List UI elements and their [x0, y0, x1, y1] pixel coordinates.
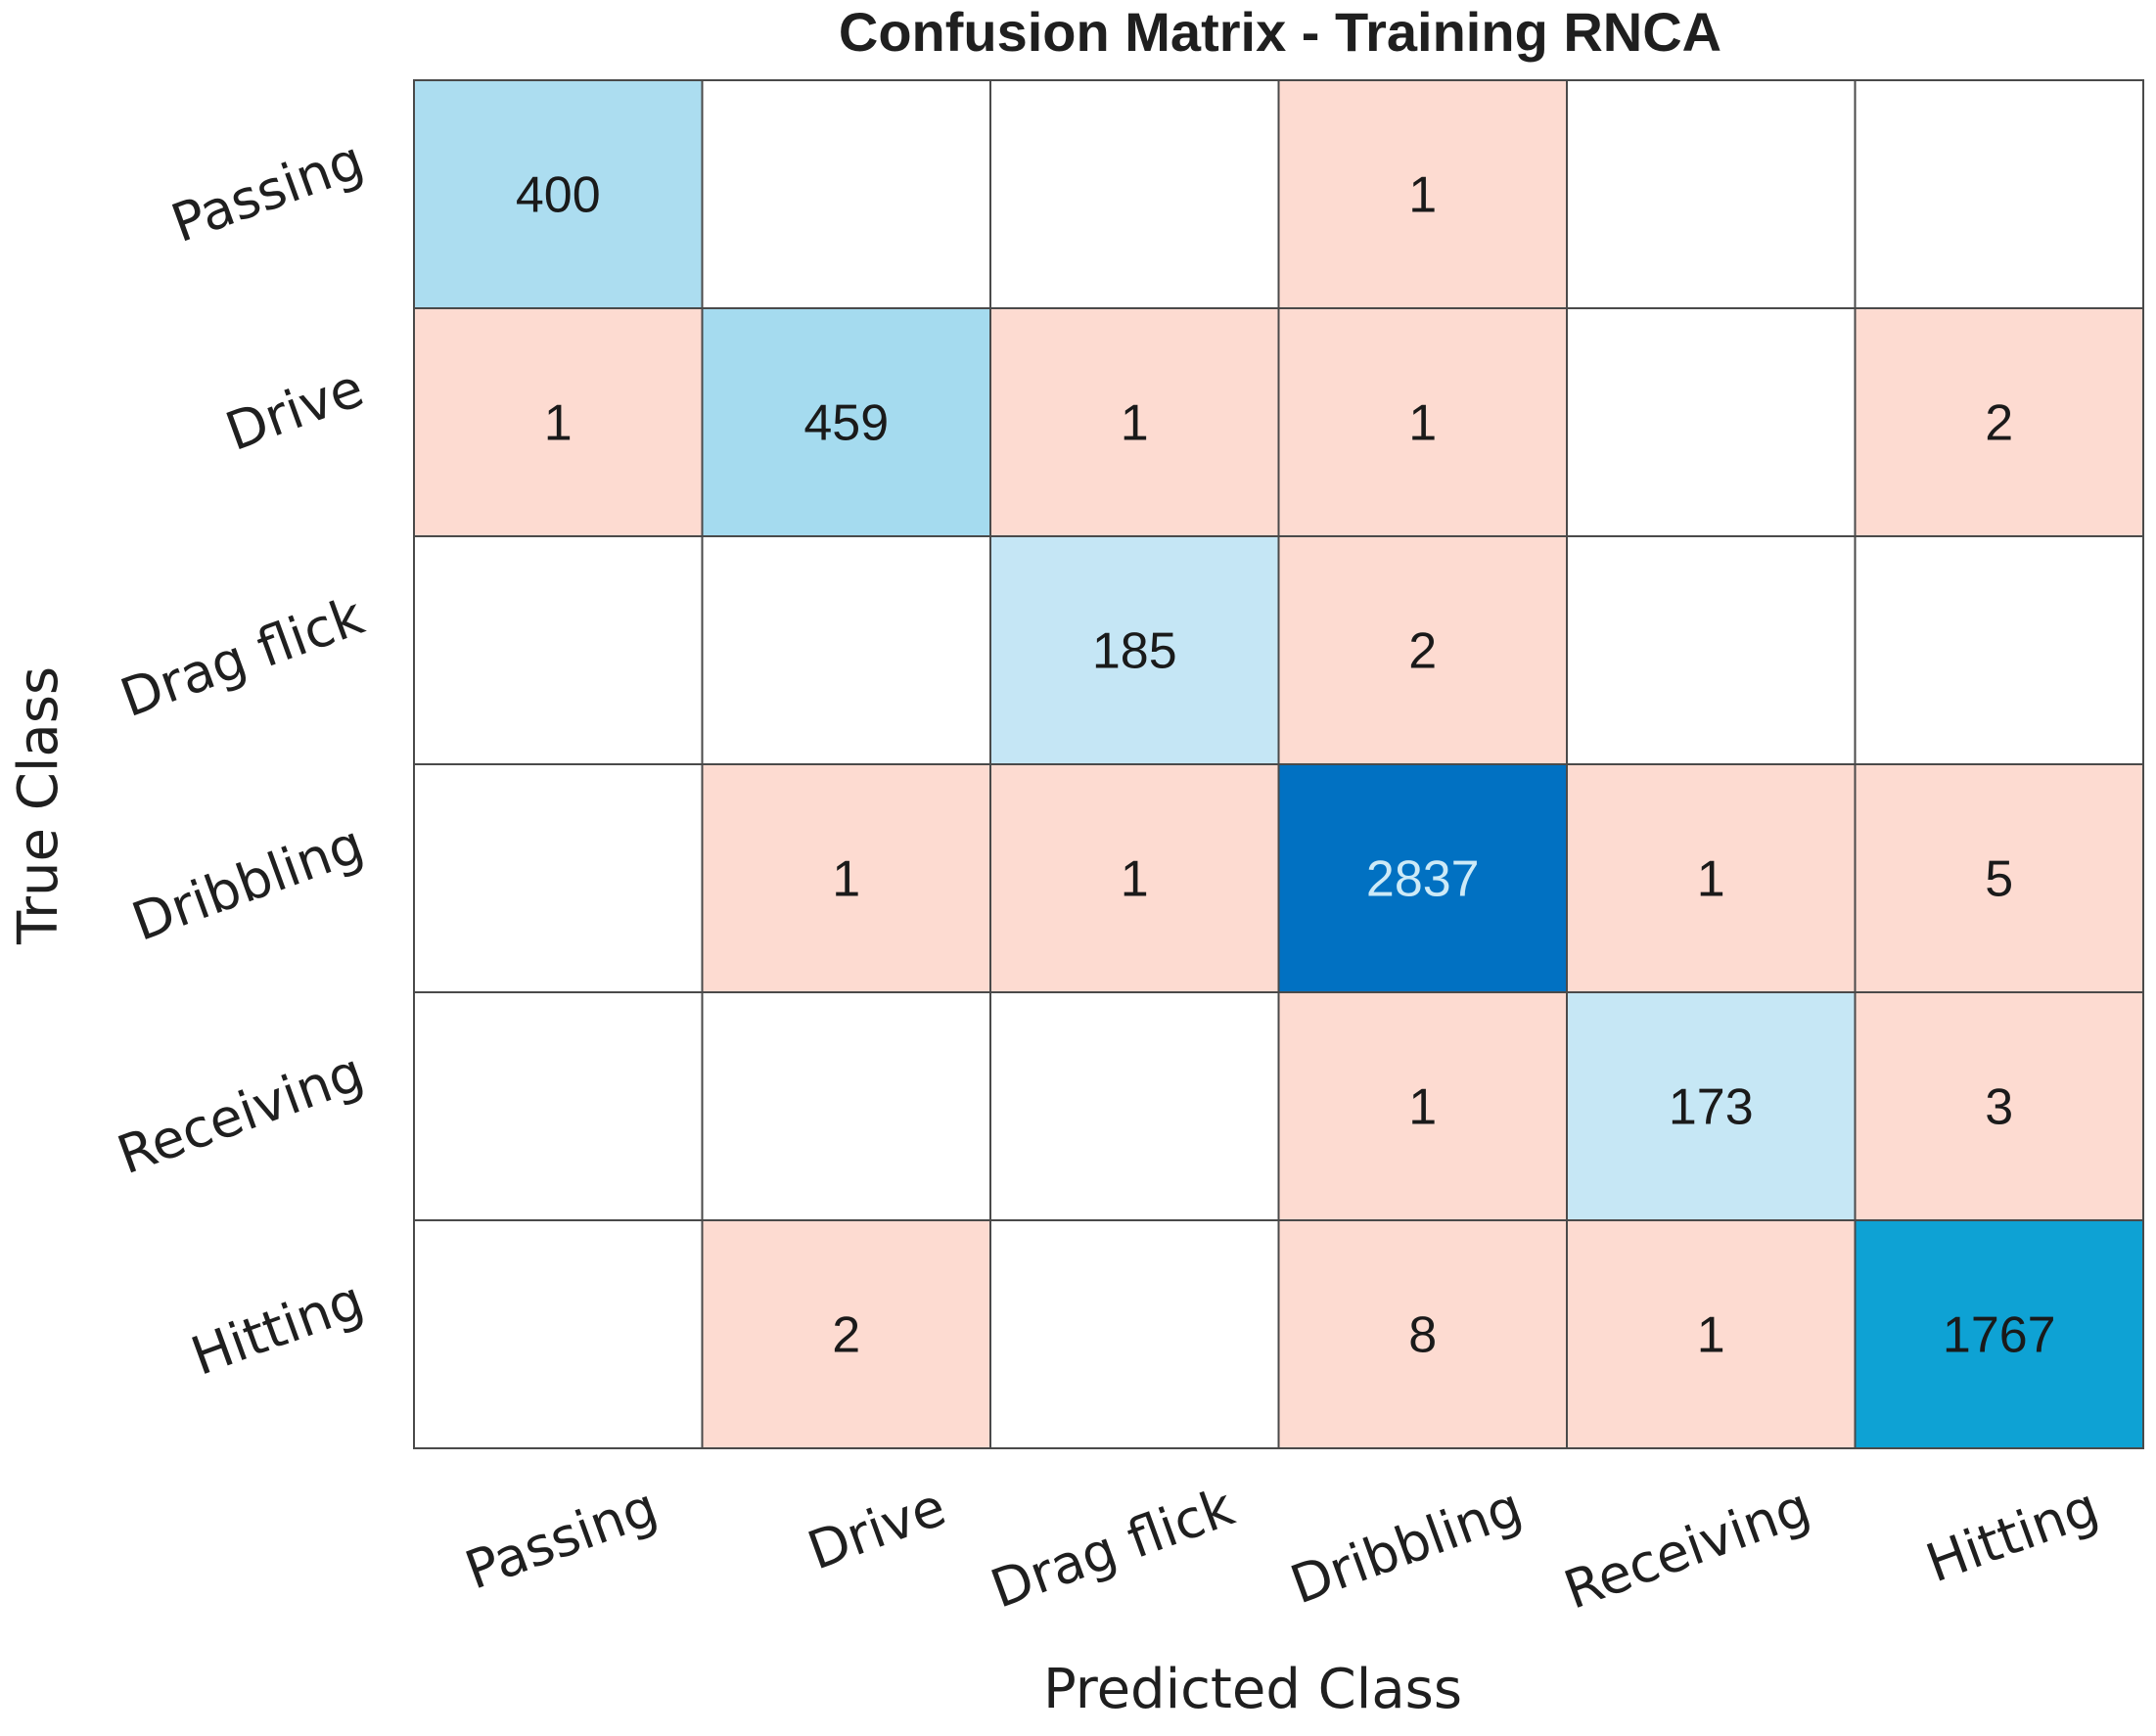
matrix-cell-r4-c1: [701, 991, 991, 1221]
matrix-cell-r4-c2: [989, 991, 1280, 1221]
cell-value-r2-c2: 185: [1092, 623, 1177, 680]
matrix-cell-r2-c0: [413, 535, 704, 765]
matrix-cell-r1-c2: [989, 307, 1280, 537]
cell-value-r1-c3: 1: [1408, 395, 1437, 452]
cell-value-r1-c2: 1: [1121, 395, 1149, 452]
matrix-cell-r3-c4: [1566, 763, 1857, 993]
cell-value-r5-c1: 2: [832, 1307, 860, 1364]
y-tick-label: Receiving: [110, 1041, 371, 1187]
matrix-cell-r0-c5: [1854, 79, 2144, 309]
matrix-cell-r4-c3: [1277, 991, 1568, 1221]
chart-title: Confusion Matrix - Training RNCA: [839, 1, 1721, 63]
cell-value-r3-c2: 1: [1121, 851, 1149, 908]
matrix-cell-r2-c2: [989, 535, 1280, 765]
matrix-cell-r1-c4: [1566, 307, 1857, 537]
x-tick-label: Drag flick: [983, 1476, 1242, 1621]
x-tick-label: Hitting: [1918, 1476, 2106, 1594]
matrix-cell-r2-c5: [1854, 535, 2144, 765]
y-axis-label: True Class: [7, 666, 70, 945]
y-tick-label: Passing: [163, 129, 371, 255]
cell-value-r3-c4: 1: [1697, 851, 1725, 908]
cell-value-r1-c5: 2: [1985, 395, 2013, 452]
x-tick-label: Dribbling: [1283, 1476, 1531, 1616]
cell-value-r4-c4: 173: [1669, 1079, 1754, 1136]
cell-value-r4-c5: 3: [1985, 1079, 2013, 1136]
y-tick-label: Dribbling: [124, 813, 372, 953]
matrix-cell-r0-c2: [989, 79, 1280, 309]
matrix-cell-r0-c1: [701, 79, 991, 309]
cell-value-r3-c5: 5: [1985, 851, 2013, 908]
cell-value-r5-c3: 8: [1408, 1307, 1437, 1364]
matrix-cell-r3-c1: [701, 763, 991, 993]
cell-value-r0-c0: 400: [516, 167, 601, 224]
y-tick-label: Drag flick: [113, 584, 372, 729]
x-tick-labels: Passing Drive Drag flick Dribbling Receiving…: [457, 1476, 2106, 1622]
cell-value-r3-c1: 1: [832, 851, 860, 908]
matrix-cell-r5-c2: [989, 1219, 1280, 1449]
matrix-cells: 400 1 1 459 1 1 2 185 2 1 1 2837 1 5 1 173 3 2 8 1 1767: [413, 79, 2144, 1449]
x-tick-label: Drive: [800, 1476, 953, 1581]
cell-value-r0-c3: 1: [1408, 167, 1437, 224]
matrix-cell-r4-c5: [1854, 991, 2144, 1221]
matrix-cell-r0-c3: [1277, 79, 1568, 309]
y-tick-labels: Passing Drive Drag flick Dribbling Receiving…: [110, 129, 372, 1388]
matrix-cell-r0-c0: [413, 79, 704, 309]
y-tick-label: Drive: [218, 357, 372, 463]
matrix-cell-r5-c3: [1277, 1219, 1568, 1449]
matrix-cell-r2-c1: [701, 535, 991, 765]
matrix-cell-r4-c4: [1566, 991, 1857, 1221]
cell-value-r5-c5: 1767: [1943, 1307, 2056, 1364]
matrix-cell-r4-c0: [413, 991, 704, 1221]
cell-value-r3-c3: 2837: [1366, 851, 1480, 908]
cell-value-r2-c3: 2: [1408, 623, 1437, 680]
cell-value-r5-c4: 1: [1697, 1307, 1725, 1364]
matrix-cell-r5-c5: [1854, 1219, 2144, 1449]
cell-value-r1-c1: 459: [803, 395, 889, 452]
cell-value-r4-c3: 1: [1408, 1079, 1437, 1136]
matrix-cell-r3-c3: [1277, 763, 1568, 993]
matrix-cell-r5-c0: [413, 1219, 704, 1449]
matrix-cell-r0-c4: [1566, 79, 1857, 309]
matrix-cell-r3-c0: [413, 763, 704, 993]
matrix-cell-r1-c3: [1277, 307, 1568, 537]
matrix-cell-r5-c1: [701, 1219, 991, 1449]
x-tick-label: Passing: [457, 1476, 665, 1602]
matrix-cell-r5-c4: [1566, 1219, 1857, 1449]
matrix-cell-r3-c5: [1854, 763, 2144, 993]
y-tick-label: Hitting: [183, 1269, 371, 1388]
matrix-cell-r1-c1: [701, 307, 991, 537]
cell-value-r1-c0: 1: [544, 395, 573, 452]
matrix-cell-r1-c0: [413, 307, 704, 537]
x-tick-label: Receiving: [1556, 1476, 1817, 1622]
matrix-cell-r2-c4: [1566, 535, 1857, 765]
x-axis-label: Predicted Class: [1043, 1658, 1462, 1721]
